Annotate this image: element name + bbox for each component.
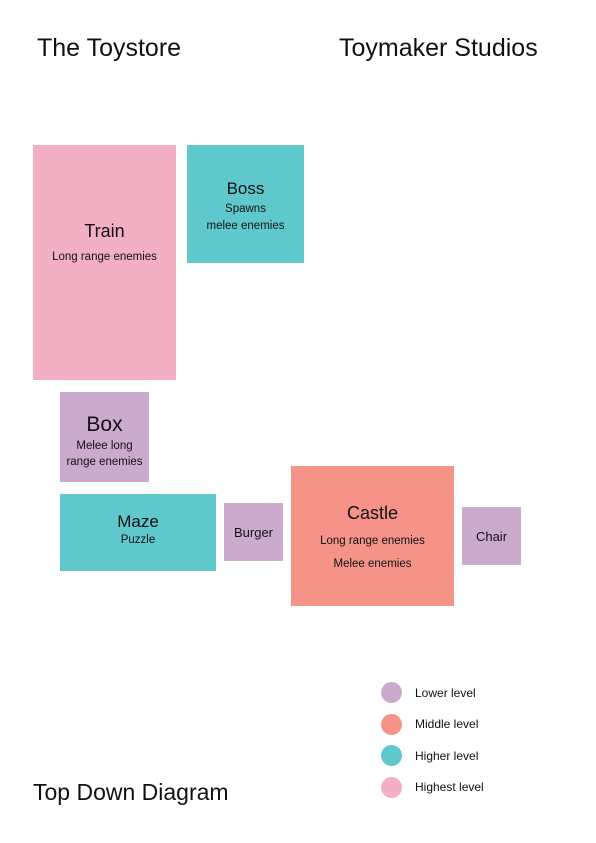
- room-description: melee enemies: [206, 220, 285, 232]
- room-name: Chair: [475, 528, 508, 544]
- room-description: Puzzle: [120, 534, 156, 546]
- studio-name: Toymaker Studios: [339, 34, 538, 62]
- room-box: Box Melee long range enemies: [60, 392, 149, 482]
- room-name: Maze: [117, 512, 159, 531]
- legend-swatch: [381, 682, 402, 703]
- legend-item-lower: Lower level: [381, 682, 484, 703]
- legend-swatch: [381, 745, 402, 766]
- room-name: Castle: [346, 503, 399, 523]
- room-description: Melee long: [76, 440, 133, 452]
- legend-swatch: [381, 713, 402, 735]
- room-maze: Maze Puzzle: [60, 494, 216, 571]
- legend: Lower level Middle level Higher level Highe…: [381, 682, 484, 808]
- legend-label: Highest level: [415, 780, 484, 794]
- room-description: Spawns: [225, 203, 266, 215]
- room-burger: Burger: [224, 503, 283, 561]
- room-name: Burger: [233, 524, 274, 540]
- legend-item-highest: Highest level: [381, 776, 484, 798]
- room-boss: Boss Spawns melee enemies: [187, 145, 304, 263]
- legend-label: Lower level: [415, 685, 476, 700]
- room-train: Train Long range enemies: [33, 145, 176, 380]
- legend-swatch: [381, 776, 402, 798]
- room-chair: Chair: [462, 507, 521, 565]
- room-name: Box: [86, 413, 123, 436]
- room-castle: Castle Long range enemies Melee enemies: [291, 466, 454, 606]
- diagram-caption: Top Down Diagram: [33, 779, 229, 805]
- room-description: Melee enemies: [333, 558, 412, 570]
- room-name: Boss: [226, 179, 265, 198]
- room-name: Train: [84, 221, 125, 241]
- legend-label: Middle level: [415, 717, 479, 731]
- room-description: Long range enemies: [52, 251, 157, 263]
- room-description: range enemies: [66, 456, 143, 468]
- room-description: Long range enemies: [320, 535, 425, 547]
- page-title: The Toystore: [37, 34, 182, 62]
- legend-label: Higher level: [415, 748, 479, 763]
- legend-item-middle: Middle level: [381, 713, 484, 735]
- legend-item-higher: Higher level: [381, 745, 484, 766]
